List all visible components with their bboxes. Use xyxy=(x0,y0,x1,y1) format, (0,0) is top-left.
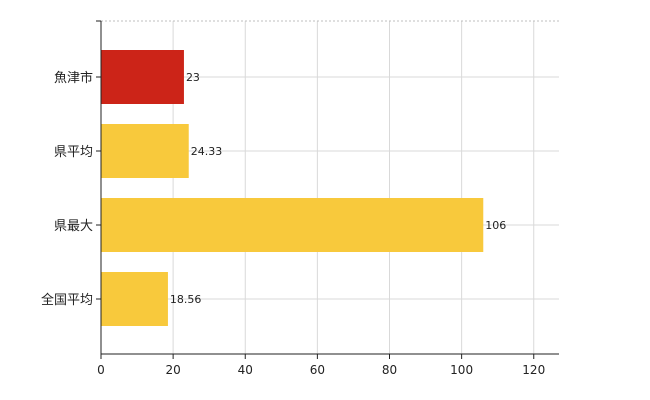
data-label-1: 23 xyxy=(186,71,200,84)
x-tick-label: 40 xyxy=(238,363,253,377)
x-tick-label: 80 xyxy=(382,363,397,377)
data-label-3: 106 xyxy=(485,219,506,232)
data-label-2: 24.33 xyxy=(191,145,223,158)
x-tick-label: 120 xyxy=(522,363,545,377)
x-tick-label: 0 xyxy=(97,363,105,377)
x-tick-label: 20 xyxy=(165,363,180,377)
bar-2 xyxy=(101,124,189,178)
category-label-1: 魚津市 xyxy=(54,70,93,86)
x-tick-label: 100 xyxy=(450,363,473,377)
x-tick-label: 60 xyxy=(310,363,325,377)
data-label-4: 18.56 xyxy=(170,293,202,306)
axes xyxy=(96,20,559,359)
bar-3 xyxy=(101,198,484,252)
bars xyxy=(101,50,484,326)
category-label-2: 県平均 xyxy=(54,145,93,160)
category-label-3: 県最大 xyxy=(54,219,93,234)
bar-1 xyxy=(101,50,184,104)
category-label-4: 全国平均 xyxy=(41,292,93,308)
bar-4 xyxy=(101,272,168,326)
